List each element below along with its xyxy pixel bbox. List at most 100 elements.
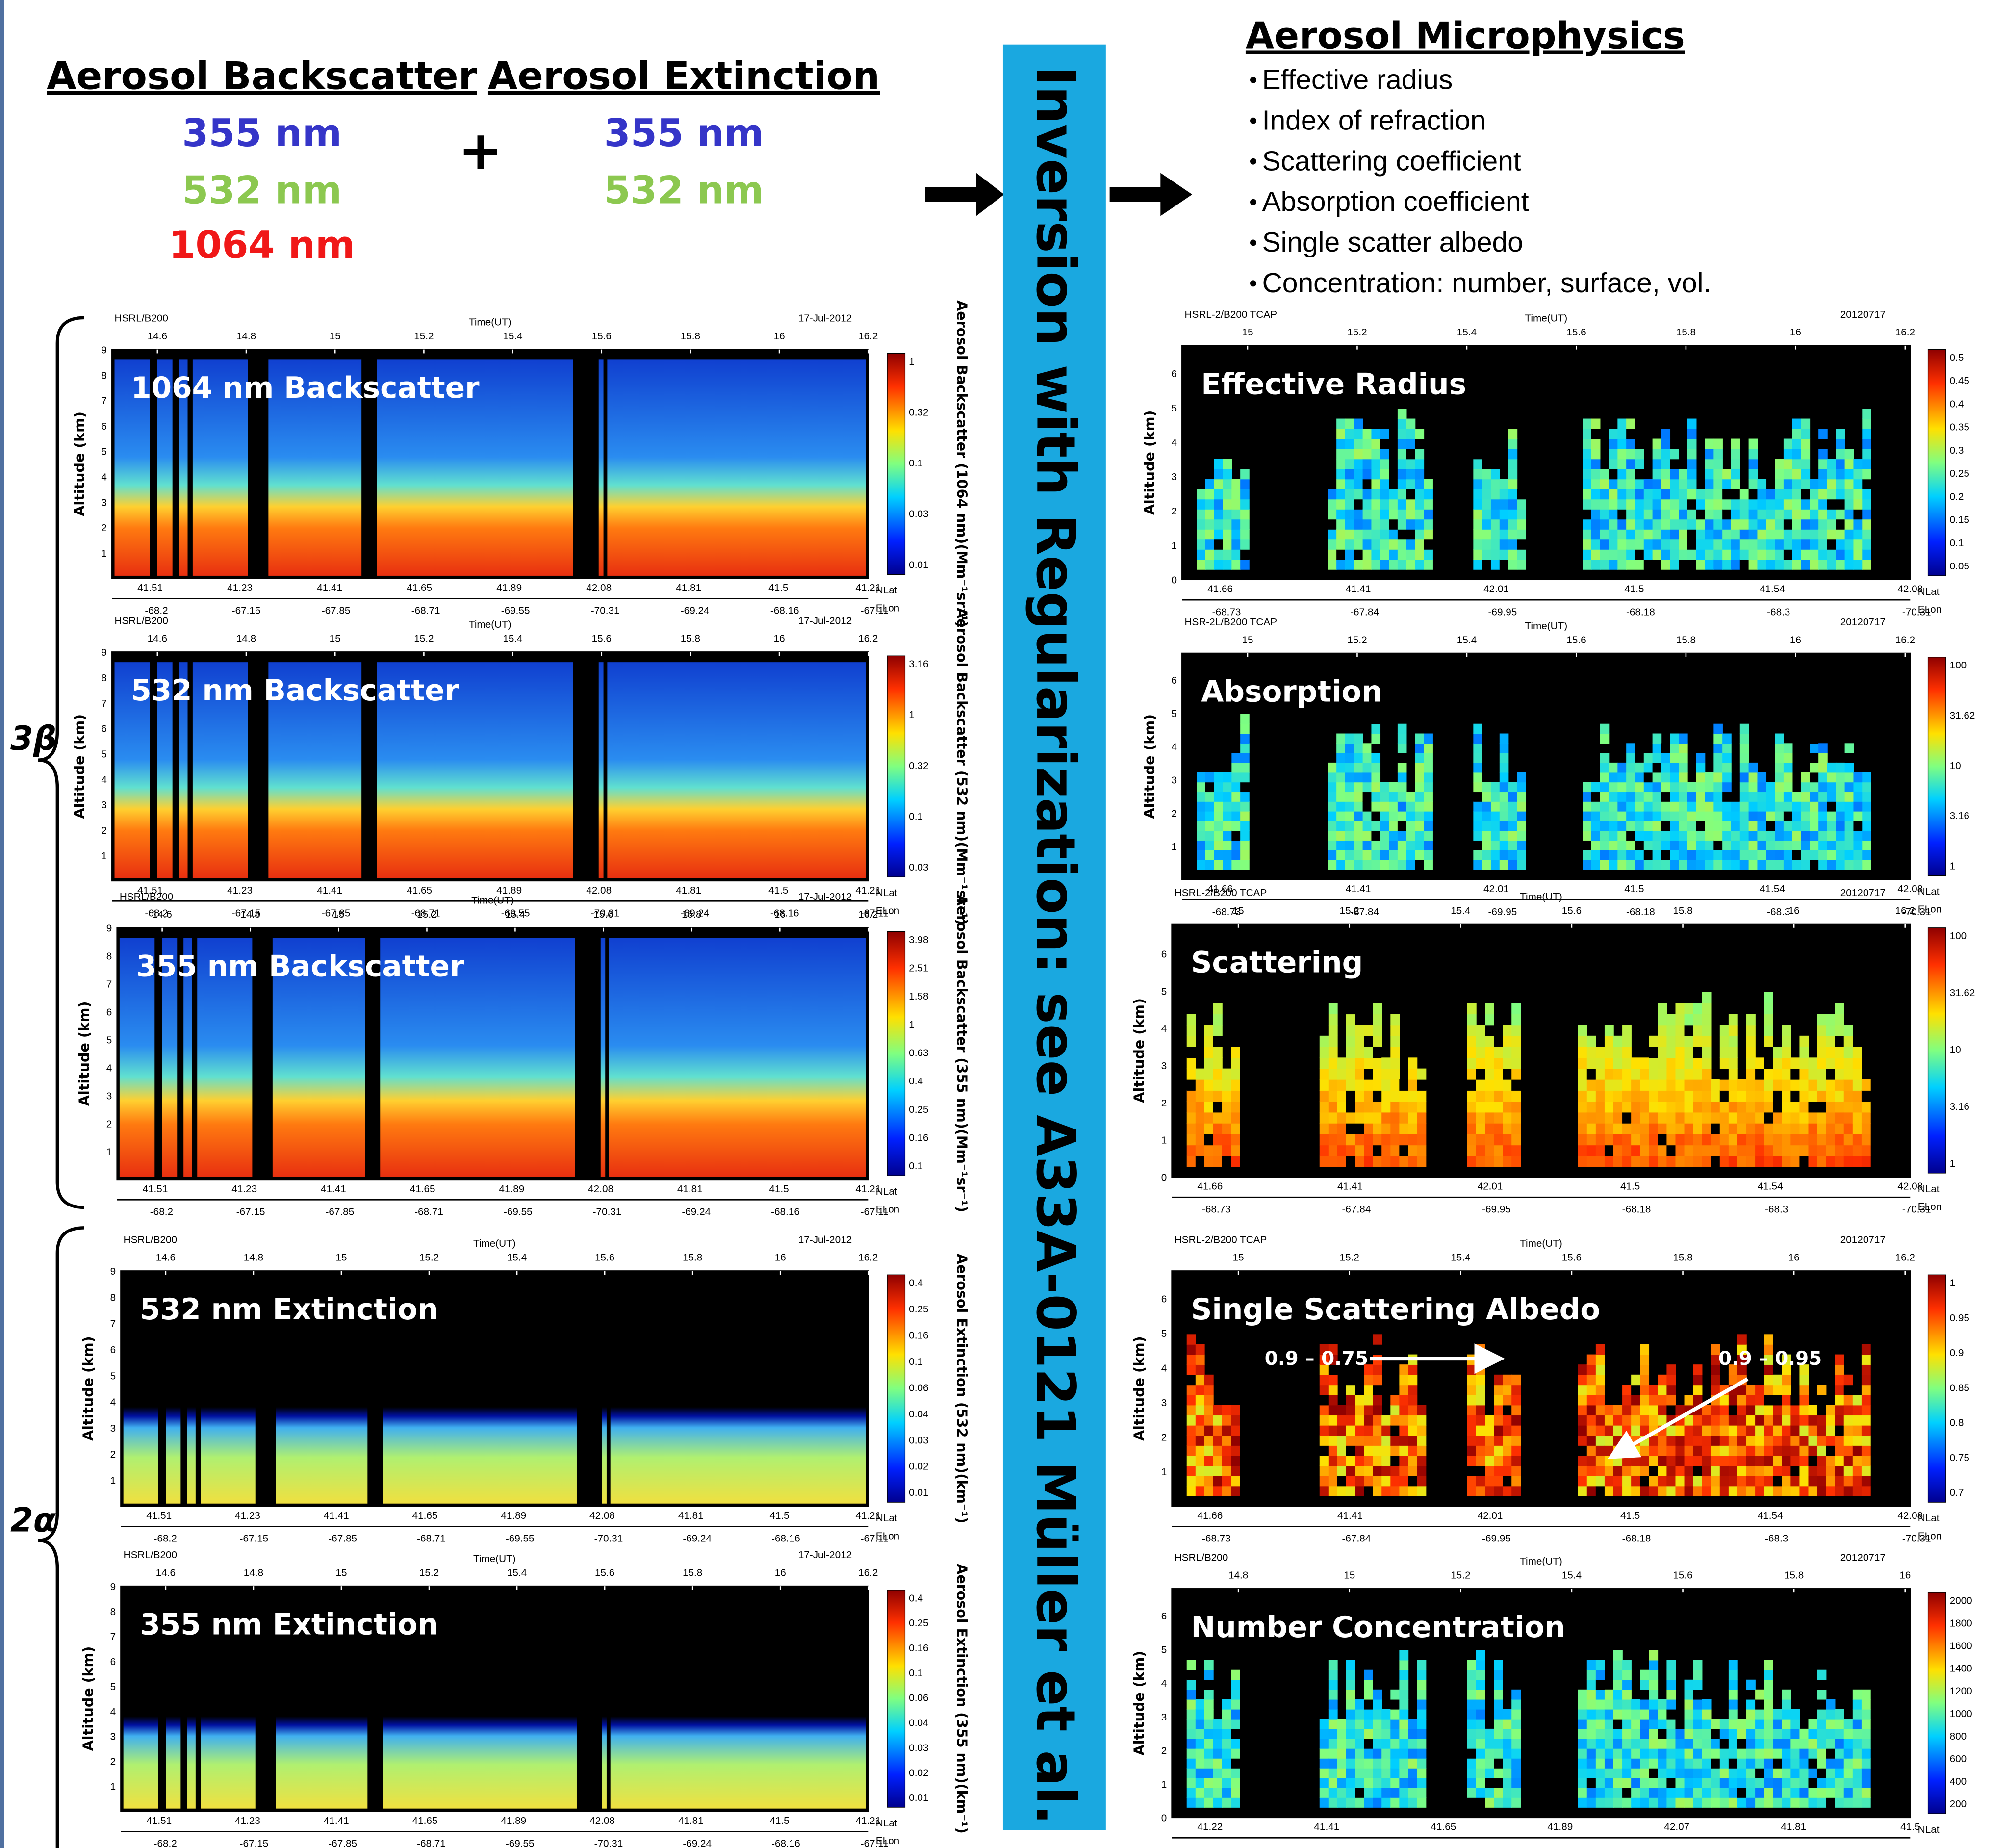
retrieval-cell xyxy=(1417,1486,1426,1496)
retrieval-cell xyxy=(1467,1445,1477,1456)
retrieval-cell xyxy=(1222,1465,1231,1476)
retrieval-cell xyxy=(1320,1069,1329,1080)
retrieval-cell xyxy=(1231,1699,1240,1710)
retrieval-cell xyxy=(1835,1729,1844,1739)
retrieval-cell xyxy=(1354,489,1363,499)
retrieval-cell xyxy=(1720,1090,1729,1102)
retrieval-cell xyxy=(1415,753,1425,763)
retrieval-cell xyxy=(1679,529,1688,539)
retrieval-cell xyxy=(1517,559,1526,569)
retrieval-cell xyxy=(1775,753,1784,763)
retrieval-cell xyxy=(1792,840,1802,850)
retrieval-cell xyxy=(1214,469,1224,479)
retrieval-cell xyxy=(1722,772,1732,783)
retrieval-cell xyxy=(1491,840,1500,850)
retrieval-cell xyxy=(1491,539,1500,549)
retrieval-cell xyxy=(1482,782,1491,792)
retrieval-cell xyxy=(1640,1768,1649,1778)
retrieval-cell xyxy=(1713,509,1723,519)
date: 17-Jul-2012 xyxy=(798,1549,852,1561)
retrieval-cell xyxy=(1591,840,1601,850)
altitude-tick: 7 xyxy=(110,1631,116,1643)
retrieval-cell xyxy=(1587,1079,1596,1091)
retrieval-cell xyxy=(1844,1405,1853,1415)
retrieval-cell xyxy=(1862,1344,1871,1355)
retrieval-cell xyxy=(1640,1079,1649,1091)
altitude-tick: 5 xyxy=(101,446,107,458)
colorbar-tick: 1 xyxy=(909,1019,915,1030)
retrieval-cell xyxy=(1817,1123,1827,1134)
retrieval-cell xyxy=(1862,830,1871,841)
retrieval-cell xyxy=(1380,559,1389,569)
retrieval-cell xyxy=(1187,1445,1196,1456)
retrieval-cell xyxy=(1222,1134,1231,1145)
retrieval-cell xyxy=(1476,1079,1485,1091)
retrieval-cell xyxy=(1782,1415,1791,1425)
retrieval-cell xyxy=(1782,1797,1791,1808)
retrieval-cell xyxy=(1196,1123,1205,1134)
retrieval-cell xyxy=(1187,1385,1196,1395)
retrieval-cell xyxy=(1204,1719,1214,1729)
retrieval-cell xyxy=(1196,1729,1205,1739)
retrieval-cell xyxy=(1591,519,1601,529)
retrieval-cell xyxy=(1187,1476,1196,1486)
retrieval-cell xyxy=(1764,1719,1773,1729)
retrieval-cell xyxy=(1835,1405,1844,1415)
retrieval-cell xyxy=(1731,830,1740,841)
retrieval-cell xyxy=(1817,1699,1827,1710)
retrieval-cell xyxy=(1799,1405,1809,1415)
retrieval-cell xyxy=(1764,1014,1773,1025)
retrieval-cell xyxy=(1415,459,1425,469)
retrieval-cell xyxy=(1737,1465,1747,1476)
retrieval-cell xyxy=(1591,499,1601,510)
lat-tick: 41.65 xyxy=(1431,1822,1456,1833)
retrieval-cell xyxy=(1399,1778,1408,1788)
retrieval-cell xyxy=(1214,529,1224,539)
retrieval-cell xyxy=(1631,1748,1640,1759)
retrieval-cell xyxy=(1757,811,1766,821)
axis-label: Altitude (km) xyxy=(1131,1336,1148,1440)
lat-tick: 41.65 xyxy=(412,1815,438,1826)
retrieval-cell xyxy=(1467,1415,1477,1425)
retrieval-cell xyxy=(1320,1425,1329,1436)
retrieval-cell xyxy=(1417,1069,1426,1080)
retrieval-cell xyxy=(1799,1090,1809,1102)
retrieval-cell xyxy=(1617,419,1627,429)
annotation: 0.9 – 0.95 xyxy=(1718,1348,1822,1370)
retrieval-cell xyxy=(1722,479,1732,489)
retrieval-cell xyxy=(1685,1680,1694,1690)
retrieval-cell xyxy=(1240,801,1250,812)
retrieval-cell xyxy=(1746,1047,1756,1058)
retrieval-cell xyxy=(1746,1719,1756,1729)
time-tick: 15.6 xyxy=(595,1252,614,1263)
retrieval-cell xyxy=(1845,782,1854,792)
retrieval-cell xyxy=(1231,1680,1240,1690)
retrieval-cell xyxy=(1371,429,1380,439)
retrieval-cell xyxy=(1764,1758,1773,1769)
retrieval-cell xyxy=(1731,840,1740,850)
retrieval-cell xyxy=(1214,499,1224,510)
retrieval-cell xyxy=(1231,753,1241,763)
lon-tick: -68.18 xyxy=(1622,1204,1651,1215)
retrieval-cell xyxy=(1737,1415,1747,1425)
retrieval-cell xyxy=(1337,1057,1347,1069)
retrieval-cell xyxy=(1746,1395,1756,1405)
retrieval-cell xyxy=(1766,519,1775,529)
retrieval-cell xyxy=(1364,1739,1373,1749)
retrieval-cell xyxy=(1482,811,1491,821)
retrieval-cell xyxy=(1679,519,1688,529)
retrieval-cell xyxy=(1675,1112,1685,1124)
retrieval-cell xyxy=(1500,850,1509,860)
retrieval-cell xyxy=(1773,1090,1782,1102)
retrieval-cell xyxy=(1591,782,1601,792)
retrieval-cell xyxy=(1661,469,1670,479)
retrieval-cell xyxy=(1666,1739,1676,1749)
retrieval-cell xyxy=(1626,459,1635,469)
retrieval-cell xyxy=(1675,1069,1685,1080)
retrieval-cell xyxy=(1346,1156,1355,1167)
retrieval-cell xyxy=(1755,1788,1764,1798)
retrieval-cell xyxy=(1658,1069,1667,1080)
retrieval-cell xyxy=(1600,539,1610,549)
retrieval-cell xyxy=(1862,429,1871,439)
retrieval-cell xyxy=(1494,1375,1503,1385)
